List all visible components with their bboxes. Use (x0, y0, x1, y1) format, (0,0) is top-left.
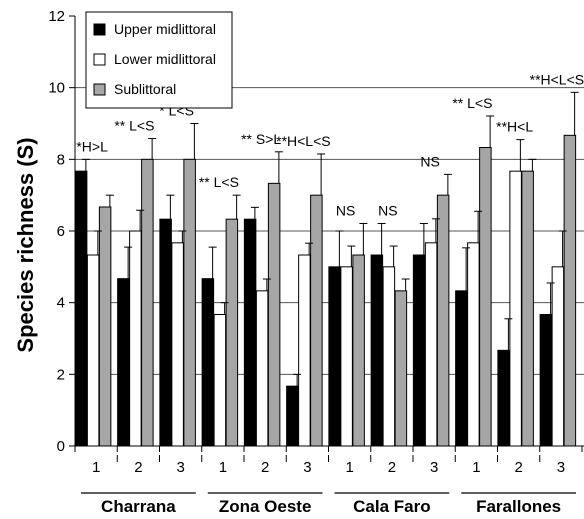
legend: Upper midlittoral Lower midlittoral Sublit… (85, 11, 233, 109)
bar-sublittoral (563, 134, 577, 447)
bar-upper-midlittoral (412, 254, 426, 447)
significance-annotation: ** S>L (241, 131, 281, 147)
significance-annotation: ** L<S (114, 118, 154, 134)
bar-sublittoral (141, 158, 154, 447)
x-level-label: 1 (92, 459, 100, 476)
bars (74, 134, 577, 447)
bar-sublittoral (479, 147, 492, 447)
bar-sublittoral (394, 290, 408, 447)
bar-sublittoral (521, 170, 534, 447)
bar-sublittoral (98, 206, 112, 447)
significance-annotation: ** L<S (452, 95, 492, 111)
y-tick-label: 2 (57, 366, 65, 383)
site-label: Farallones (476, 497, 561, 516)
x-level-label: 1 (472, 459, 480, 476)
bar-upper-midlittoral (455, 290, 468, 447)
site-label: Zona Oeste (219, 497, 312, 516)
bar-upper-midlittoral (497, 349, 510, 447)
annotations: *H>L** L<S* L<S** L<S** S>L**H<L<SNS NSNS… (76, 71, 584, 218)
bar-sublittoral (310, 194, 323, 447)
x-level-label: 2 (514, 459, 522, 476)
significance-annotation: NS (378, 202, 397, 218)
bar-sublittoral (352, 254, 365, 447)
bar-lower-midlittoral (340, 266, 353, 447)
x-level-label: 3 (557, 459, 565, 476)
site-label: Cala Faro (353, 497, 430, 516)
x-level-label: 1 (345, 459, 353, 476)
bar-lower-midlittoral (551, 266, 565, 447)
legend-label-sublittoral: Sublittoral (114, 81, 176, 97)
bar-upper-midlittoral (286, 385, 299, 447)
bar-upper-midlittoral (159, 218, 172, 447)
y-axis-label: Species richness (S) (13, 137, 38, 352)
significance-annotation: ** L<S (199, 174, 239, 190)
y-tick-label: 4 (57, 295, 65, 312)
bar-lower-midlittoral (213, 313, 227, 447)
significance-annotation: *H>L (76, 138, 108, 154)
bar-upper-midlittoral (74, 170, 88, 447)
significance-annotation: **H<L (496, 119, 533, 135)
bar-lower-midlittoral (171, 242, 184, 447)
legend-label-lower-midlittoral: Lower midlittoral (114, 51, 216, 67)
significance-annotation: NS (420, 153, 439, 169)
y-tick-label: 6 (57, 223, 65, 240)
legend-swatch-lower-midlittoral (93, 53, 106, 66)
bar-upper-midlittoral (370, 254, 384, 447)
bar-lower-midlittoral (382, 266, 396, 447)
bar-lower-midlittoral (467, 242, 480, 447)
bar-sublittoral (183, 158, 196, 447)
x-level-label: 3 (430, 459, 438, 476)
significance-annotation: **H<L<S (530, 71, 584, 87)
legend-swatch-sublittoral (93, 83, 106, 96)
y-tick-label: 8 (57, 151, 65, 168)
significance-annotation: **H<L<S (276, 133, 330, 149)
bar-sublittoral (225, 218, 239, 447)
x-level-label: 3 (176, 459, 184, 476)
x-level-label: 2 (134, 459, 142, 476)
site-label: Charrana (101, 497, 176, 516)
y-tick-label: 12 (48, 8, 65, 25)
significance-annotation: NS (336, 202, 355, 218)
bar-sublittoral (267, 182, 281, 447)
legend-box (85, 11, 233, 109)
bar-lower-midlittoral (509, 170, 522, 447)
bar-lower-midlittoral (255, 290, 269, 447)
x-level-label: 2 (261, 459, 269, 476)
bar-upper-midlittoral (328, 266, 341, 447)
bar-lower-midlittoral (298, 254, 311, 447)
error-bars (81, 91, 579, 387)
legend-swatch-upper-midlittoral (93, 23, 106, 36)
y-tick-label: 0 (57, 438, 65, 455)
bar-upper-midlittoral (201, 278, 215, 447)
x-level-label: 3 (303, 459, 311, 476)
bar-upper-midlittoral (539, 313, 553, 447)
x-level-label: 1 (219, 459, 227, 476)
bar-upper-midlittoral (243, 218, 257, 447)
bar-lower-midlittoral (86, 254, 100, 447)
bar-lower-midlittoral (424, 242, 438, 447)
legend-label-upper-midlittoral: Upper midlittoral (114, 21, 216, 37)
bar-sublittoral (436, 194, 450, 447)
x-level-label: 2 (388, 459, 396, 476)
bar-lower-midlittoral (129, 230, 142, 447)
y-tick-label: 10 (48, 80, 65, 97)
bar-upper-midlittoral (117, 278, 130, 447)
